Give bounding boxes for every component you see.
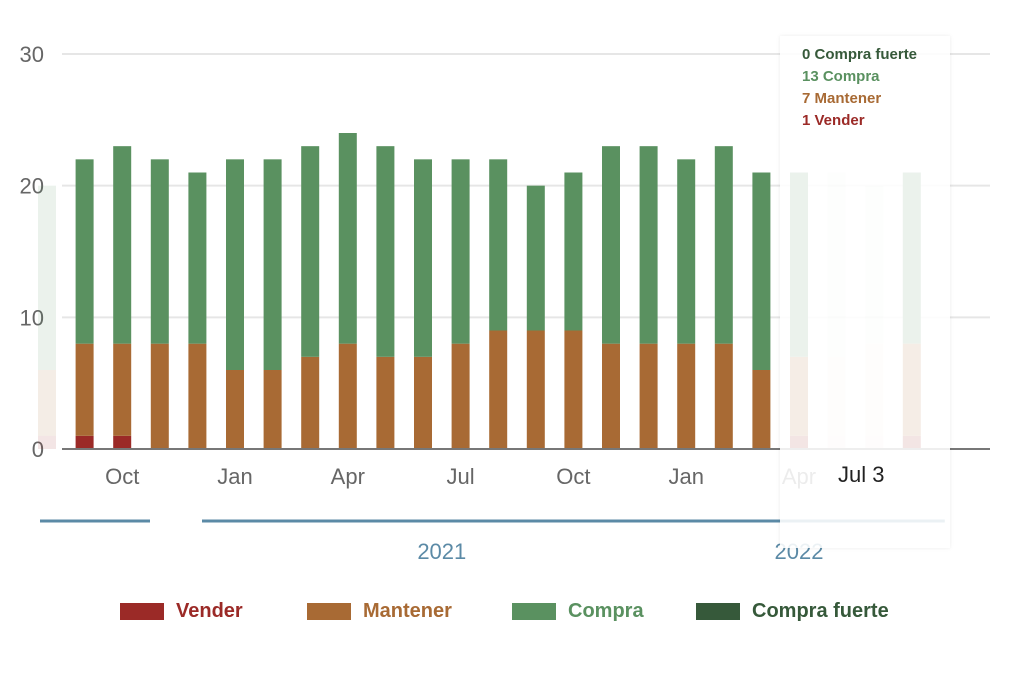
x-tick-label: Oct <box>556 464 590 489</box>
bar-vender[interactable] <box>113 435 132 449</box>
tooltip-line-compra-fuerte: 0 Compra fuerte <box>802 46 918 63</box>
legend-swatch-vender <box>120 603 164 620</box>
bar-compra[interactable] <box>677 159 696 344</box>
legend-label-mantener: Mantener <box>363 600 452 622</box>
bar-compra[interactable] <box>602 146 620 344</box>
bar-compra[interactable] <box>113 146 132 344</box>
legend-item-compra-fuerte[interactable]: Compra fuerte <box>696 600 889 623</box>
bar-mantener[interactable] <box>602 343 620 449</box>
bar-mantener[interactable] <box>714 343 733 449</box>
bar-mantener[interactable] <box>113 343 132 436</box>
bar-compra[interactable] <box>38 185 56 370</box>
y-tick-label: 30 <box>20 42 44 67</box>
x-tick-label: Apr <box>331 464 365 489</box>
bar-compra[interactable] <box>752 172 771 371</box>
bar-mantener[interactable] <box>263 370 282 449</box>
bar-mantener[interactable] <box>526 330 545 450</box>
x-tick-label: Jul <box>447 464 475 489</box>
bar-mantener[interactable] <box>376 356 395 449</box>
bar-mantener[interactable] <box>150 343 169 449</box>
x-tick-label: Oct <box>105 464 139 489</box>
bar-compra[interactable] <box>451 159 470 344</box>
legend-label-compra: Compra <box>568 600 644 622</box>
tooltip: 0 Compra fuerte 13 Compra 7 Mantener 1 V… <box>780 36 950 548</box>
y-axis-ticks: 0 10 20 30 <box>20 42 44 462</box>
x-tick-label: Jan <box>217 464 252 489</box>
bar-mantener[interactable] <box>38 370 56 436</box>
legend-item-vender[interactable]: Vender <box>120 600 243 623</box>
bar-mantener[interactable] <box>301 356 320 449</box>
bar-compra[interactable] <box>75 159 94 344</box>
legend-swatch-compra <box>512 603 556 620</box>
legend-item-mantener[interactable]: Mantener <box>307 600 452 623</box>
bar-compra[interactable] <box>188 172 207 344</box>
bar-mantener[interactable] <box>752 370 771 449</box>
bar-vender[interactable] <box>38 435 56 449</box>
tooltip-line-vender: 1 Vender <box>802 112 865 129</box>
x-tick-label: Jan <box>668 464 703 489</box>
bar-compra[interactable] <box>301 146 320 357</box>
y-tick-label: 0 <box>32 437 44 462</box>
bar-compra[interactable] <box>263 159 282 370</box>
bar-compra[interactable] <box>564 172 583 331</box>
legend-item-compra[interactable]: Compra <box>512 600 644 623</box>
legend-swatch-mantener <box>307 603 351 620</box>
bar-mantener[interactable] <box>338 343 357 449</box>
tooltip-line-mantener: 7 Mantener <box>802 90 882 107</box>
legend: Vender Mantener Compra Compra fuerte <box>0 600 1021 634</box>
bar-mantener[interactable] <box>451 343 470 449</box>
bar-compra[interactable] <box>714 146 733 344</box>
year-label: 2021 <box>417 539 466 564</box>
bar-compra[interactable] <box>526 185 545 331</box>
bar-compra[interactable] <box>150 159 169 344</box>
tooltip-line-compra: 13 Compra <box>802 68 880 85</box>
bar-compra[interactable] <box>489 159 508 331</box>
bar-mantener[interactable] <box>639 343 658 449</box>
bar-compra[interactable] <box>639 146 658 344</box>
bar-mantener[interactable] <box>564 330 583 450</box>
bar-mantener[interactable] <box>677 343 696 449</box>
bar-compra[interactable] <box>414 159 432 357</box>
bar-compra[interactable] <box>338 133 357 344</box>
bar-mantener[interactable] <box>75 343 94 436</box>
bar-compra[interactable] <box>226 159 244 370</box>
bar-mantener[interactable] <box>489 330 508 450</box>
y-tick-label: 20 <box>20 174 44 199</box>
bar-mantener[interactable] <box>414 356 432 449</box>
bar-vender[interactable] <box>75 435 94 449</box>
legend-label-compra-fuerte: Compra fuerte <box>752 600 889 622</box>
y-tick-label: 10 <box>20 305 44 330</box>
legend-swatch-compra-fuerte <box>696 603 740 620</box>
tooltip-date: Jul 3 <box>838 462 885 487</box>
legend-label-vender: Vender <box>176 600 243 622</box>
bar-mantener[interactable] <box>188 343 207 449</box>
bar-mantener[interactable] <box>226 370 244 449</box>
bar-compra[interactable] <box>376 146 395 357</box>
